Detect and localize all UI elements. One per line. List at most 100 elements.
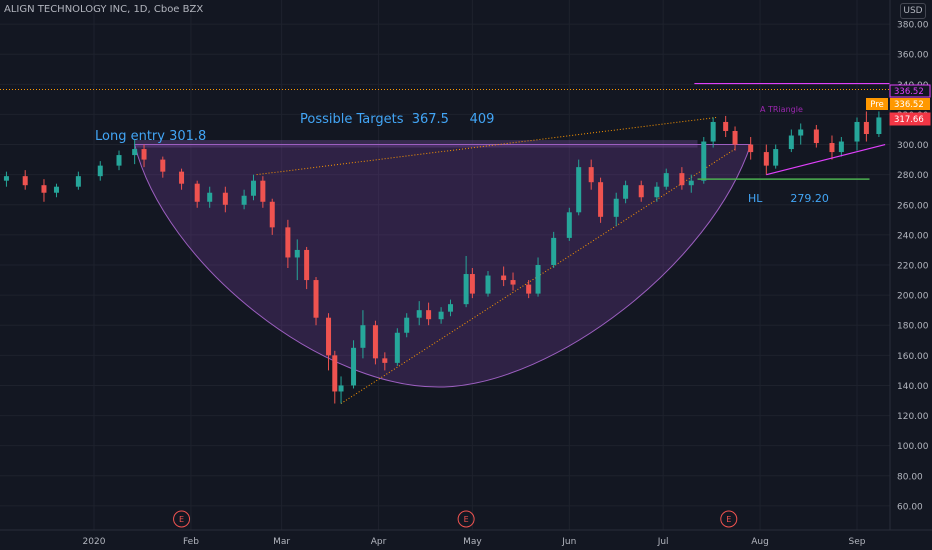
- candle-body: [438, 311, 444, 320]
- candle: [241, 189, 247, 210]
- candle-body: [53, 186, 59, 193]
- candle: [679, 167, 685, 190]
- earnings-marker[interactable]: E: [173, 510, 191, 528]
- candle: [351, 340, 357, 389]
- candle: [372, 320, 378, 365]
- candle-body: [679, 173, 685, 186]
- candle: [763, 144, 769, 175]
- chart-title: ALIGN TECHNOLOGY INC, 1D, Cboe BZX: [4, 4, 204, 15]
- x-tick-label: Mar: [273, 537, 290, 547]
- candle: [141, 144, 147, 168]
- y-tick-label: 100.00: [897, 442, 929, 452]
- earnings-circle: [173, 510, 191, 528]
- candle: [294, 239, 300, 281]
- candle-body: [763, 152, 769, 166]
- candle-body: [394, 332, 400, 363]
- earnings-circle: [720, 510, 738, 528]
- y-tick-label: 140.00: [897, 382, 929, 392]
- candle-body: [485, 275, 491, 294]
- candle: [710, 117, 716, 148]
- candle: [222, 186, 228, 213]
- price-tag-bg: [890, 98, 930, 110]
- candle: [194, 180, 200, 208]
- candle-body: [654, 186, 660, 198]
- trendline-upper: [256, 116, 717, 176]
- candle: [463, 255, 469, 308]
- price-tag-prefix: Pre: [870, 100, 884, 110]
- x-tick-label: Jun: [561, 537, 576, 547]
- candle-body: [207, 192, 213, 202]
- candle: [798, 123, 804, 145]
- candle-body: [304, 249, 310, 281]
- candle: [485, 271, 491, 297]
- candle-body: [501, 275, 507, 281]
- candle-body: [360, 325, 366, 348]
- y-tick-label: 60.00: [897, 502, 923, 512]
- candle-body: [710, 121, 716, 142]
- candle-body: [701, 141, 707, 181]
- price-tag: Pre 336.52: [866, 98, 930, 110]
- candle: [701, 137, 707, 184]
- candle: [588, 159, 594, 190]
- candle-body: [179, 171, 185, 184]
- candle-body: [372, 325, 378, 359]
- candle-body: [97, 165, 103, 177]
- candle-body: [382, 358, 388, 363]
- candle: [613, 192, 619, 226]
- cup-arc: [134, 144, 752, 388]
- candles[interactable]: [3, 111, 882, 404]
- candle: [207, 186, 213, 208]
- candle-body: [576, 167, 582, 213]
- candle: [179, 168, 185, 190]
- y-tick-label: 260.00: [897, 201, 929, 211]
- candle-body: [260, 180, 266, 202]
- candle: [304, 246, 310, 290]
- candle: [526, 280, 532, 299]
- candle-body: [688, 180, 694, 186]
- candle: [788, 129, 794, 153]
- candle-body: [813, 129, 819, 144]
- candle-body: [876, 117, 882, 135]
- candle-body: [566, 212, 572, 238]
- neckline-box: [134, 140, 698, 148]
- candle-body: [416, 310, 422, 318]
- candle-body: [285, 227, 291, 258]
- x-tick-label: Feb: [183, 537, 199, 547]
- candle: [748, 137, 754, 160]
- y-tick-label: 160.00: [897, 352, 929, 362]
- earnings-letter: E: [179, 515, 184, 524]
- earnings-circle: [457, 510, 475, 528]
- candle: [160, 156, 166, 178]
- earnings-marker[interactable]: E: [457, 510, 475, 528]
- candle-body: [160, 159, 166, 172]
- time-axis[interactable]: 2020 Feb Mar Apr May Jun Jul Aug Sep: [0, 529, 932, 550]
- drawings-back: [0, 82, 901, 404]
- currency-button[interactable]: USD: [900, 3, 926, 19]
- candle-body: [75, 176, 81, 187]
- candle: [285, 219, 291, 269]
- candle: [116, 150, 122, 171]
- candle-body: [526, 284, 532, 294]
- drawings-front: [697, 143, 886, 180]
- time-axis-bg: [0, 530, 932, 550]
- x-tick-label: Sep: [849, 537, 866, 547]
- long-entry-label: Long entry 301.8: [95, 129, 206, 144]
- price-tag-bg: [889, 84, 931, 98]
- candle-body: [294, 249, 300, 258]
- candle: [598, 177, 604, 223]
- earnings-letter: E: [726, 515, 731, 524]
- candle: [22, 170, 28, 190]
- earnings-marker[interactable]: E: [720, 510, 738, 528]
- candle-body: [598, 182, 604, 217]
- price-axis[interactable]: 60.00 80.00 100.00 120.00 140.00 160.00 180.00…: [889, 0, 932, 530]
- candle: [732, 126, 738, 151]
- candle: [566, 207, 572, 241]
- candle-body: [463, 274, 469, 305]
- price-tag-prefix-bg: [866, 98, 888, 110]
- candle: [773, 144, 779, 169]
- candle: [447, 299, 453, 317]
- candle: [313, 277, 319, 326]
- candle-body: [723, 121, 729, 131]
